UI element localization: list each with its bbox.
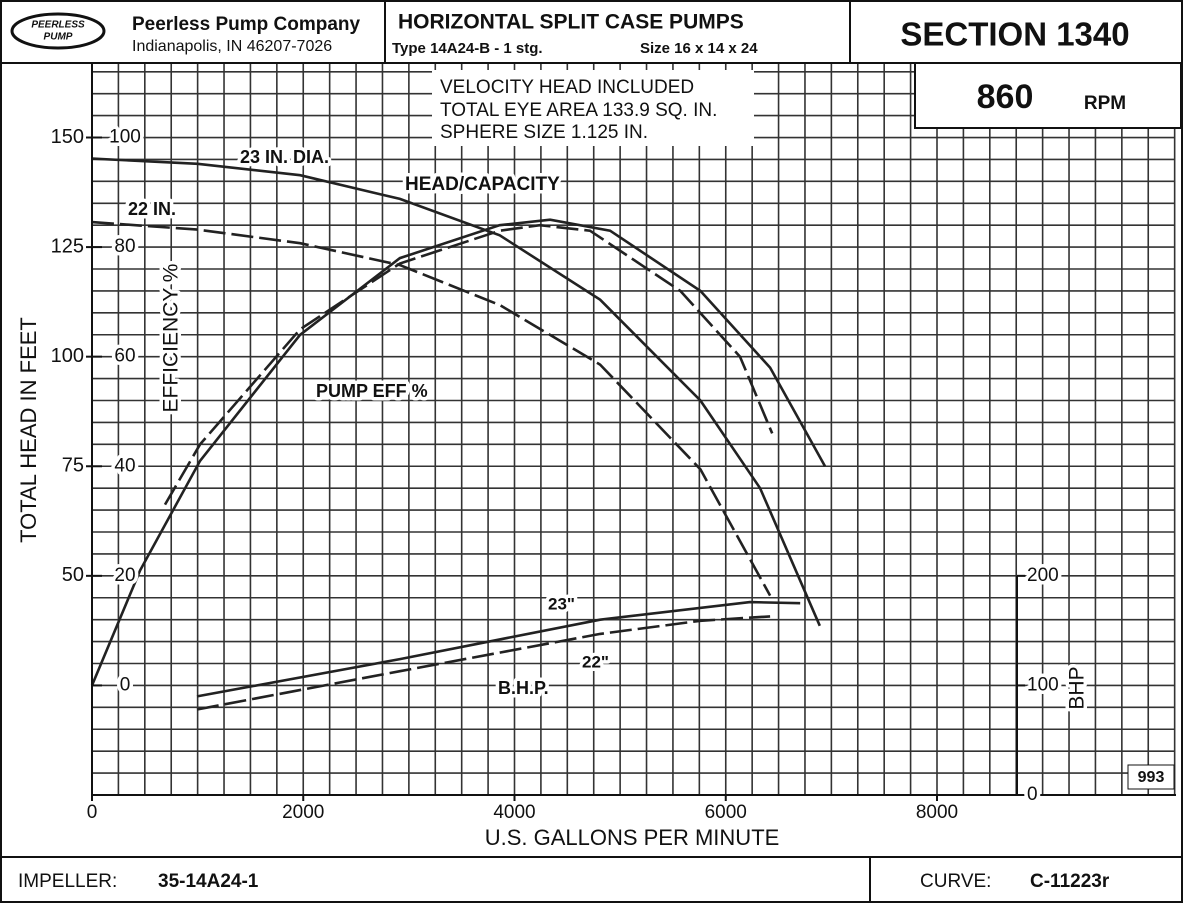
y-tick-label: 125	[51, 235, 84, 257]
logo-text: PEERLESS	[31, 20, 85, 31]
curves	[90, 157, 827, 711]
size: Size 16 x 14 x 24	[640, 40, 758, 57]
plot-bg	[92, 63, 1175, 795]
title: HORIZONTAL SPLIT CASE PUMPS	[398, 11, 744, 34]
curve	[196, 615, 771, 711]
y-tick-label: 75	[62, 455, 84, 477]
y2-tick-label: 60	[114, 346, 135, 367]
speed-unit: RPM	[1084, 93, 1126, 114]
y2-tick-label: 40	[114, 455, 135, 476]
address: Indianapolis, IN 46207-7026	[132, 38, 332, 55]
note: TOTAL EYE AREA 133.9 SQ. IN.	[440, 100, 717, 121]
speed: 860	[977, 78, 1034, 116]
annotation: 22 IN.	[128, 199, 176, 219]
annotation: 993	[1138, 769, 1165, 786]
annotation: 23"	[548, 594, 575, 613]
annotation: HEAD/CAPACITY	[405, 174, 560, 195]
note: VELOCITY HEAD INCLUDED	[440, 77, 694, 98]
impeller: 35-14A24-1	[158, 871, 259, 892]
logo	[10, 12, 106, 50]
y3-axis-title: BHP	[1066, 666, 1089, 709]
model: Type 14A24-B - 1 stg.	[392, 40, 543, 57]
y2-tick-label: 100	[109, 127, 141, 148]
y-tick-label: 50	[62, 564, 84, 586]
x-tick-label: 6000	[705, 802, 747, 823]
x-tick-label: 0	[87, 802, 98, 823]
y2-tick-label: 0	[120, 674, 131, 695]
curve-label: CURVE:	[920, 871, 991, 892]
curve	[163, 223, 774, 506]
impeller-label: IMPELLER:	[18, 871, 117, 892]
note: SPHERE SIZE 1.125 IN.	[440, 122, 648, 143]
notes-box	[432, 70, 754, 146]
company: Peerless Pump Company	[132, 14, 361, 35]
grid	[91, 63, 1176, 796]
y3-tick-label: 100	[1027, 674, 1059, 695]
y2-axis-title: EFFICIENCY %	[160, 264, 183, 413]
x-axis-title: U.S. GALLONS PER MINUTE	[485, 825, 780, 850]
header-bg	[1, 1, 1182, 63]
curve	[90, 218, 827, 686]
annotation: PUMP EFF %	[316, 381, 428, 401]
rpm-box	[914, 62, 1182, 129]
annotation: B.H.P.	[498, 678, 549, 698]
curve	[91, 220, 772, 597]
y2-tick-label: 80	[114, 236, 135, 257]
x-tick-label: 2000	[282, 802, 324, 823]
code-box	[1127, 764, 1175, 790]
logo-text: PUMP	[44, 32, 73, 43]
y-axis-title: TOTAL HEAD IN FEET	[16, 317, 41, 543]
annotation: 23 IN. DIA.	[240, 147, 329, 167]
y3-tick-label: 0	[1027, 784, 1038, 805]
curve: C-11223r	[1030, 871, 1110, 892]
section: SECTION 1340	[900, 16, 1129, 53]
curve	[91, 157, 821, 627]
y-tick-label: 150	[51, 126, 84, 148]
curve	[196, 600, 801, 698]
y2-tick-label: 20	[114, 565, 135, 586]
x-tick-label: 8000	[916, 802, 958, 823]
x-tick-label: 4000	[493, 802, 535, 823]
ticks: 0 2000 4000 6000 800050751001251500204060801…	[51, 123, 1063, 823]
annotation: 22"	[582, 652, 609, 671]
y3-tick-label: 200	[1027, 565, 1059, 586]
y-tick-label: 100	[51, 345, 84, 367]
lower-margin	[92, 795, 1181, 857]
